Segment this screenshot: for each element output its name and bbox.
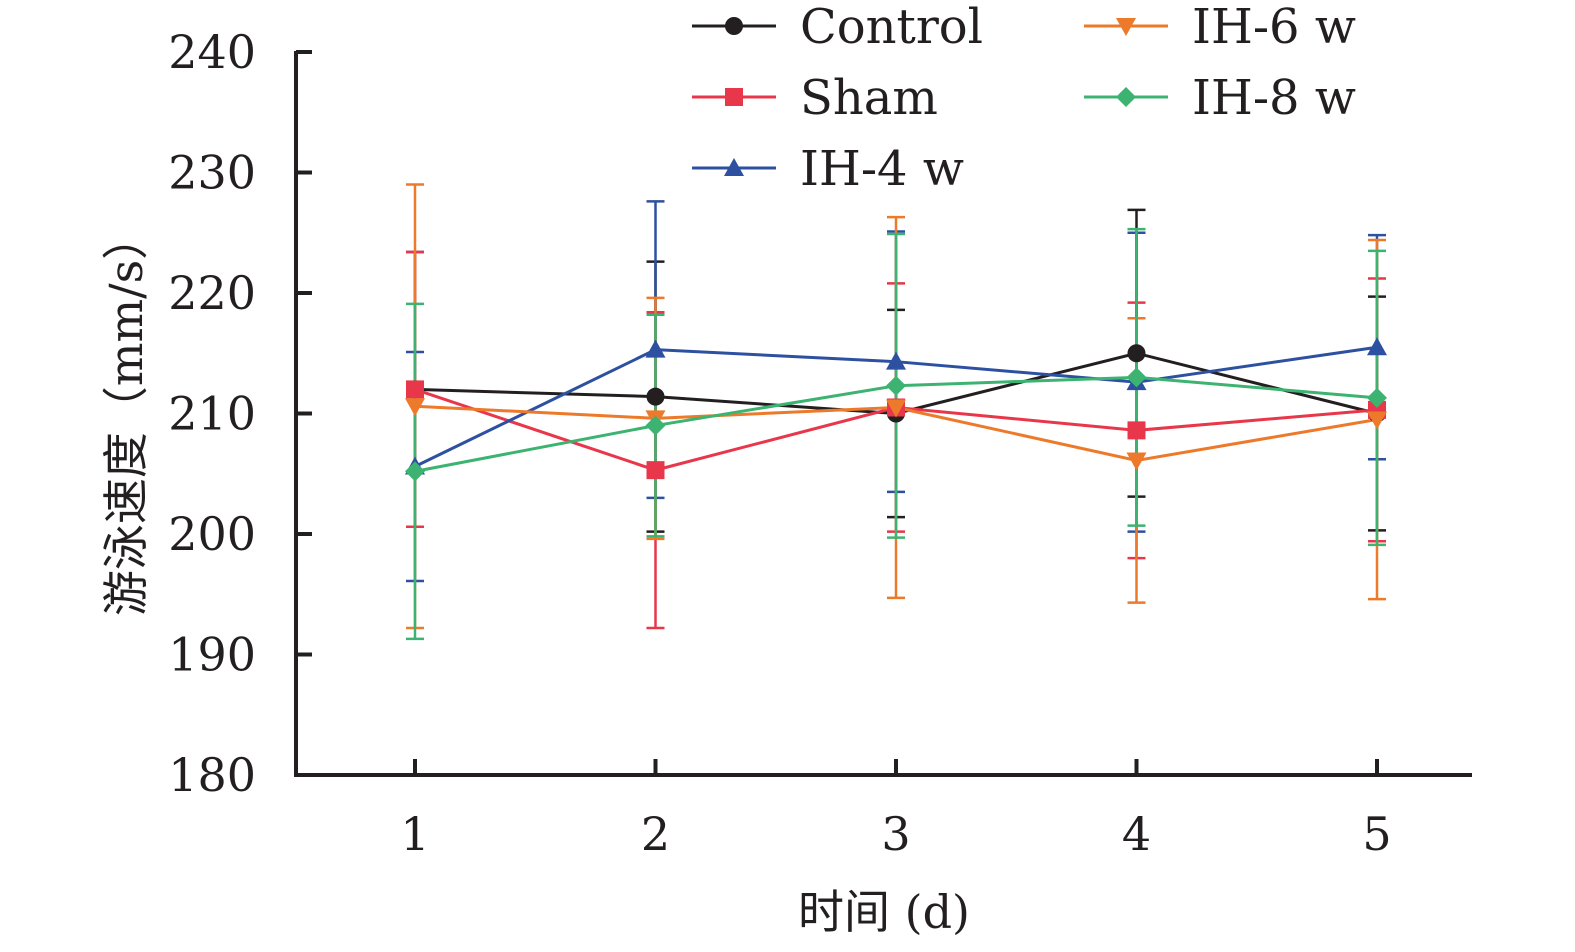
data-point	[1127, 421, 1146, 440]
legend-marker	[724, 158, 744, 176]
data-point	[1367, 411, 1387, 430]
data-point	[646, 461, 665, 480]
data-point	[405, 461, 425, 482]
plot-area	[405, 183, 1387, 641]
legend-label: IH-4 w	[800, 141, 964, 197]
data-point	[646, 387, 665, 406]
x-tick-label: 5	[1362, 807, 1391, 861]
legend-label: IH-8 w	[1192, 70, 1356, 126]
data-point	[886, 351, 906, 370]
data-point	[1367, 337, 1387, 356]
legend-label: Control	[800, 0, 983, 55]
data-point	[1126, 367, 1147, 388]
data-point	[886, 399, 906, 418]
legend-marker	[1116, 87, 1136, 107]
legend-item: Sham	[692, 70, 938, 126]
y-axis-title: 游泳速度（mm/s）	[99, 214, 153, 616]
data-point	[645, 339, 666, 358]
data-point	[886, 375, 906, 396]
y-tick-label: 210	[168, 387, 256, 441]
data-point	[1367, 387, 1387, 408]
data-point	[406, 380, 424, 399]
legend-marker	[725, 17, 743, 35]
legend-item: IH-4 w	[692, 141, 964, 197]
x-tick-label: 1	[400, 807, 429, 861]
data-point	[645, 415, 666, 436]
data-point	[1127, 344, 1146, 363]
legend-item: IH-6 w	[1084, 0, 1356, 55]
y-tick-label: 220	[168, 266, 256, 320]
legend-label: Sham	[800, 70, 938, 126]
x-axis-title: 时间 (d)	[798, 885, 970, 939]
y-axis-ticks: 180 190 200 210 220 230 240	[168, 25, 312, 802]
y-tick-label: 230	[168, 146, 256, 200]
data-point	[1126, 452, 1147, 471]
legend-item: IH-8 w	[1084, 70, 1356, 126]
y-tick-label: 240	[168, 25, 256, 79]
x-axis-ticks: 1 2 3 4 5	[400, 759, 1392, 861]
legend-label: IH-6 w	[1192, 0, 1356, 55]
y-tick-label: 190	[168, 628, 256, 682]
legend-marker	[1116, 18, 1136, 36]
x-tick-label: 3	[881, 807, 910, 861]
legend-marker	[725, 88, 743, 106]
y-tick-label: 180	[168, 748, 256, 802]
x-tick-label: 2	[641, 807, 670, 861]
x-tick-label: 4	[1122, 807, 1151, 861]
legend: Control Sham IH-4 w IH-6 w IH-8 w	[692, 0, 1356, 197]
y-tick-label: 200	[168, 507, 256, 561]
series-markers	[405, 367, 1387, 482]
legend-item: Control	[692, 0, 983, 55]
data-point	[405, 398, 425, 417]
